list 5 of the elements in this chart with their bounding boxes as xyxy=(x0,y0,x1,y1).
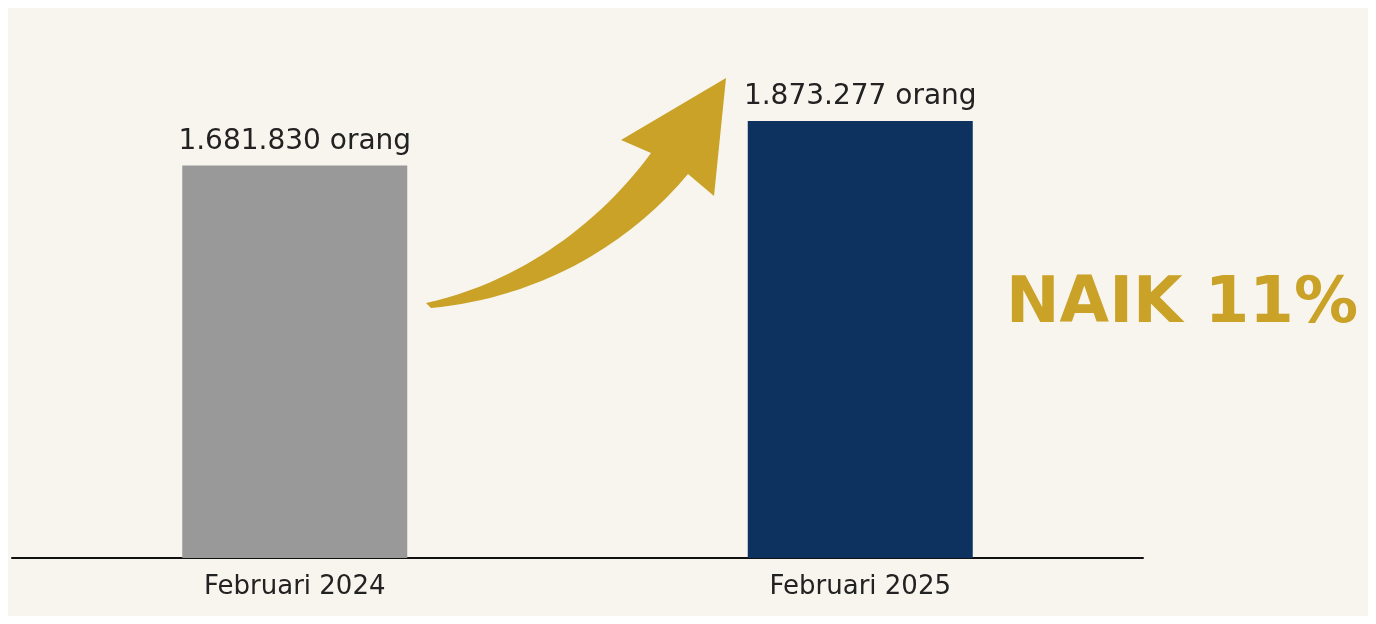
data-label: 1.681.830 orang xyxy=(178,123,412,157)
annotation: NAIK 11% xyxy=(1006,263,1358,337)
data-label: 1.873.277 orang xyxy=(743,78,977,112)
x-tick-label: Februari 2024 xyxy=(204,570,386,600)
x-tick-label: Februari 2025 xyxy=(769,570,951,600)
